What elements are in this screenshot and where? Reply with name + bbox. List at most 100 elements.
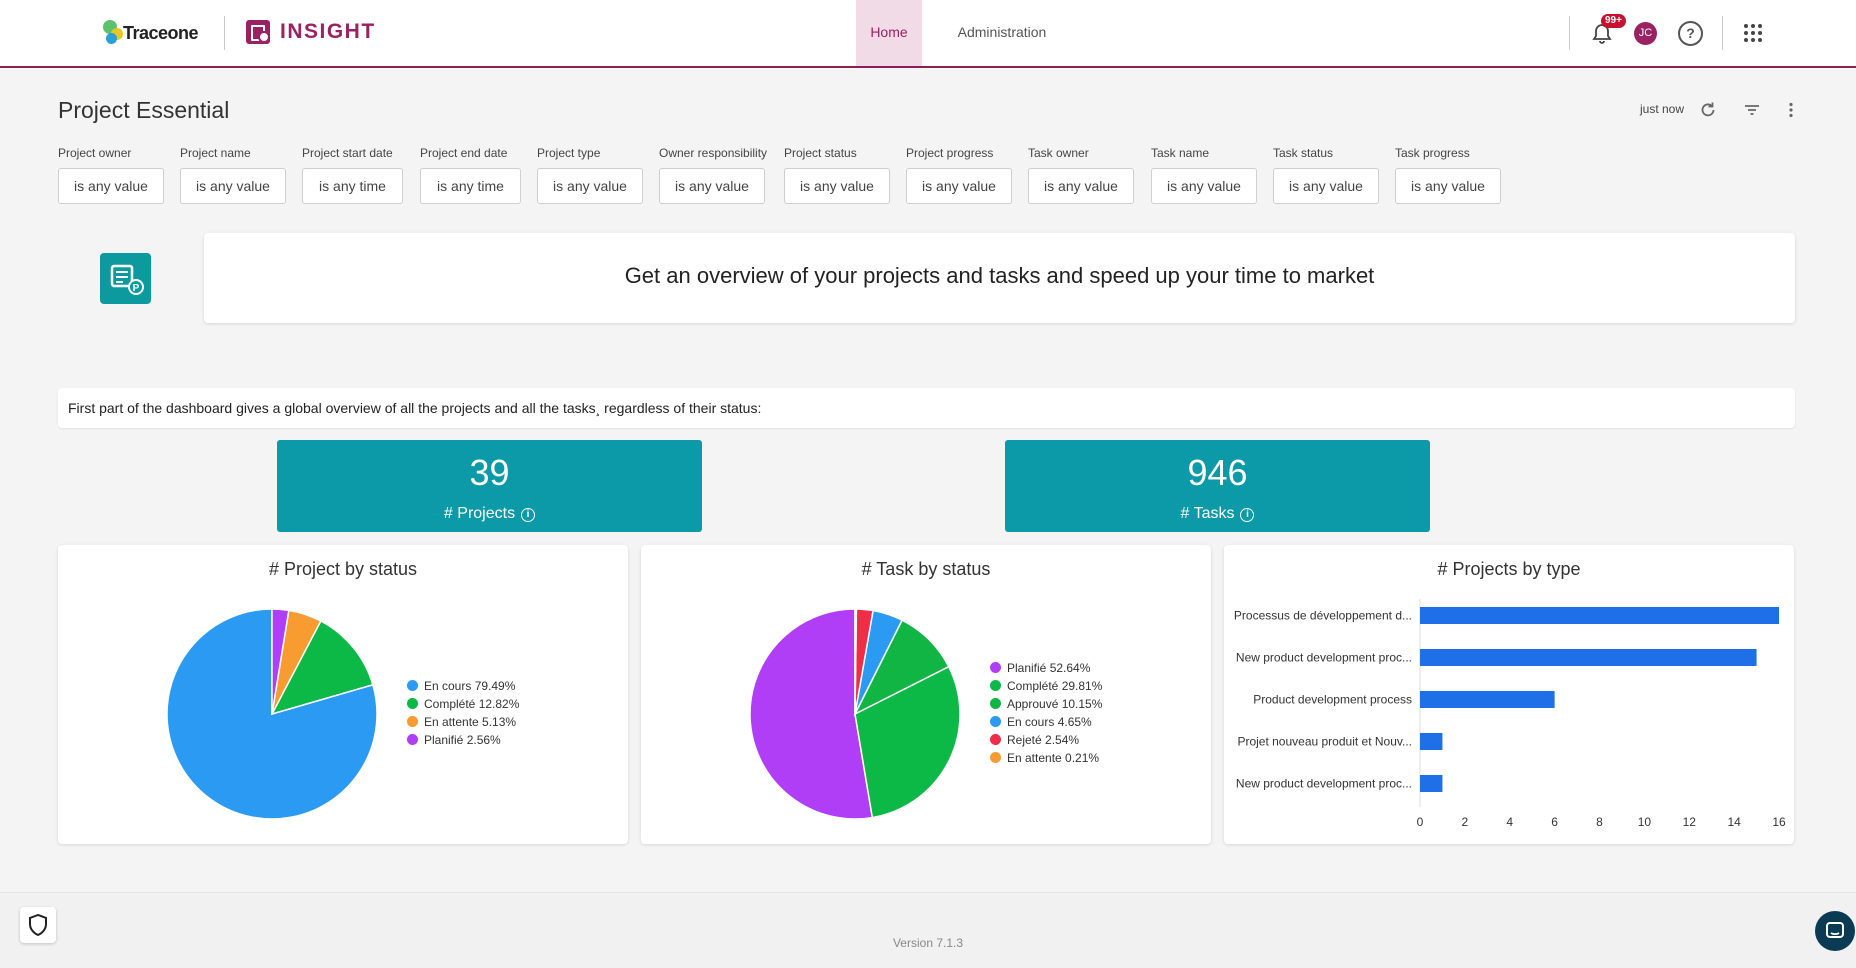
legend-swatch (990, 662, 1001, 673)
kpi-value: 39 (469, 452, 510, 493)
filter-project-name: Project name is any value (180, 146, 286, 204)
filter-task-status: Task status is any value (1273, 146, 1379, 204)
x-tick-label: 10 (1638, 815, 1652, 829)
filter-value[interactable]: is any value (1395, 168, 1501, 204)
legend-item[interactable]: Approuvé 10.15% (990, 695, 1102, 713)
legend-item[interactable]: En attente 0.21% (990, 749, 1102, 767)
filter-task-progress: Task progress is any value (1395, 146, 1501, 204)
help-icon[interactable]: ? (1678, 21, 1703, 46)
filter-icon[interactable] (1743, 101, 1761, 119)
legend-swatch (990, 716, 1001, 727)
tab-home[interactable]: Home (856, 0, 922, 66)
filter-value[interactable]: is any time (302, 168, 403, 204)
page-title: Project Essential (58, 97, 230, 123)
legend-label: En attente 0.21% (1007, 751, 1100, 765)
x-tick-label: 12 (1683, 815, 1697, 829)
legend-label: Rejeté 2.54% (1007, 733, 1080, 747)
chart-card-projects-by-type: # Projects by type Processus de développ… (1224, 545, 1794, 844)
filter-value[interactable]: is any value (1028, 168, 1134, 204)
divider (224, 16, 225, 50)
legend-swatch (407, 680, 418, 691)
filter-value[interactable]: is any value (906, 168, 1012, 204)
chart-card-task-status: # Task by status Planifié 52.64% Complété… (641, 545, 1211, 844)
filter-project-progress: Project progress is any value (906, 146, 1012, 204)
bar[interactable] (1420, 775, 1443, 792)
legend-label: En attente 5.13% (424, 715, 517, 729)
legend-item[interactable]: Planifié 52.64% (990, 659, 1102, 677)
filter-label: Project progress (906, 146, 994, 160)
filter-label: Project type (537, 146, 601, 160)
bar[interactable] (1420, 607, 1779, 624)
filter-value[interactable]: is any value (784, 168, 890, 204)
filter-value[interactable]: is any value (1151, 168, 1257, 204)
filter-label: Project owner (58, 146, 132, 160)
legend-swatch (407, 716, 418, 727)
pie-slice-planifi-[interactable] (271, 608, 290, 715)
divider (1569, 16, 1570, 50)
notification-badge: 99+ (1601, 14, 1626, 28)
chart-title: # Project by status (268, 559, 418, 579)
projects-by-type-bar-chart: Processus de développement d... New produ… (1234, 599, 1786, 829)
kpi-projects[interactable]: 39 # Projects i (277, 440, 702, 532)
kpi-label-text: # Tasks (1180, 505, 1235, 522)
pie-slice-planifi-[interactable] (749, 608, 874, 820)
filter-value[interactable]: is any value (659, 168, 765, 204)
kpi-label-text: # Projects (443, 505, 516, 522)
kpi-label: # Projects i (277, 505, 702, 523)
kpi-value: 946 (1187, 452, 1248, 493)
more-vertical-icon[interactable] (1782, 101, 1800, 119)
filter-label: Project status (784, 146, 857, 160)
user-avatar[interactable]: JC (1634, 22, 1657, 45)
traceone-logo[interactable]: Traceone (103, 17, 199, 49)
filter-label: Task owner (1028, 146, 1089, 160)
tab-administration[interactable]: Administration (957, 24, 1047, 40)
traceone-logo-icon (103, 18, 129, 48)
legend-item[interactable]: Planifié 2.56% (407, 731, 519, 749)
insight-product-logo[interactable]: INSIGHT (246, 20, 376, 44)
info-icon[interactable]: i (521, 508, 536, 522)
legend-item[interactable]: Complété 29.81% (990, 677, 1102, 695)
info-icon[interactable]: i (1240, 508, 1255, 522)
intro-text: Get an overview of your projects and tas… (624, 263, 1375, 288)
legend-item[interactable]: En attente 5.13% (407, 713, 519, 731)
kpi-tasks[interactable]: 946 # Tasks i (1005, 440, 1430, 532)
description-text: First part of the dashboard gives a glob… (68, 400, 762, 416)
legend-item[interactable]: En cours 79.49% (407, 677, 519, 695)
last-updated: just now (1640, 102, 1685, 116)
filter-value[interactable]: is any value (1273, 168, 1379, 204)
refresh-icon[interactable] (1699, 101, 1717, 119)
filter-value[interactable]: is any value (537, 168, 643, 204)
bar[interactable] (1420, 649, 1757, 666)
chart-title: # Task by status (861, 559, 991, 579)
filter-task-owner: Task owner is any value (1028, 146, 1134, 204)
pie-slice-compl-t-[interactable] (854, 665, 961, 819)
bar[interactable] (1420, 733, 1443, 750)
chart-card-project-status: # Project by status En cours 79.49% Compl… (58, 545, 628, 844)
legend-item[interactable]: En cours 4.65% (990, 713, 1102, 731)
pie-slice-en-attente[interactable] (854, 608, 858, 715)
filter-label: Project name (180, 146, 251, 160)
x-tick-label: 0 (1417, 815, 1424, 829)
filter-value[interactable]: is any time (420, 168, 521, 204)
filter-label: Project end date (420, 146, 508, 160)
bar[interactable] (1420, 691, 1555, 708)
brand-name: Traceone (123, 22, 199, 43)
chat-icon[interactable] (1815, 911, 1855, 951)
filter-owner-responsibility: Owner responsibility is any value (659, 146, 767, 204)
filter-value[interactable]: is any value (58, 168, 164, 204)
footer: Version 7.1.3 (0, 892, 1856, 968)
legend-swatch (990, 734, 1001, 745)
x-tick-label: 2 (1462, 815, 1469, 829)
legend-swatch (407, 734, 418, 745)
kpi-label: # Tasks i (1005, 505, 1430, 523)
x-tick-label: 4 (1506, 815, 1513, 829)
legend-label: En cours 79.49% (424, 679, 516, 693)
legend-item[interactable]: Rejeté 2.54% (990, 731, 1102, 749)
apps-grid-icon[interactable] (1743, 23, 1763, 43)
pie-slice-compl-t-[interactable] (270, 620, 374, 716)
product-name: INSIGHT (280, 20, 376, 43)
legend-item[interactable]: Complété 12.82% (407, 695, 519, 713)
shield-icon[interactable] (20, 907, 56, 943)
project-document-icon: P (100, 253, 151, 304)
filter-value[interactable]: is any value (180, 168, 286, 204)
